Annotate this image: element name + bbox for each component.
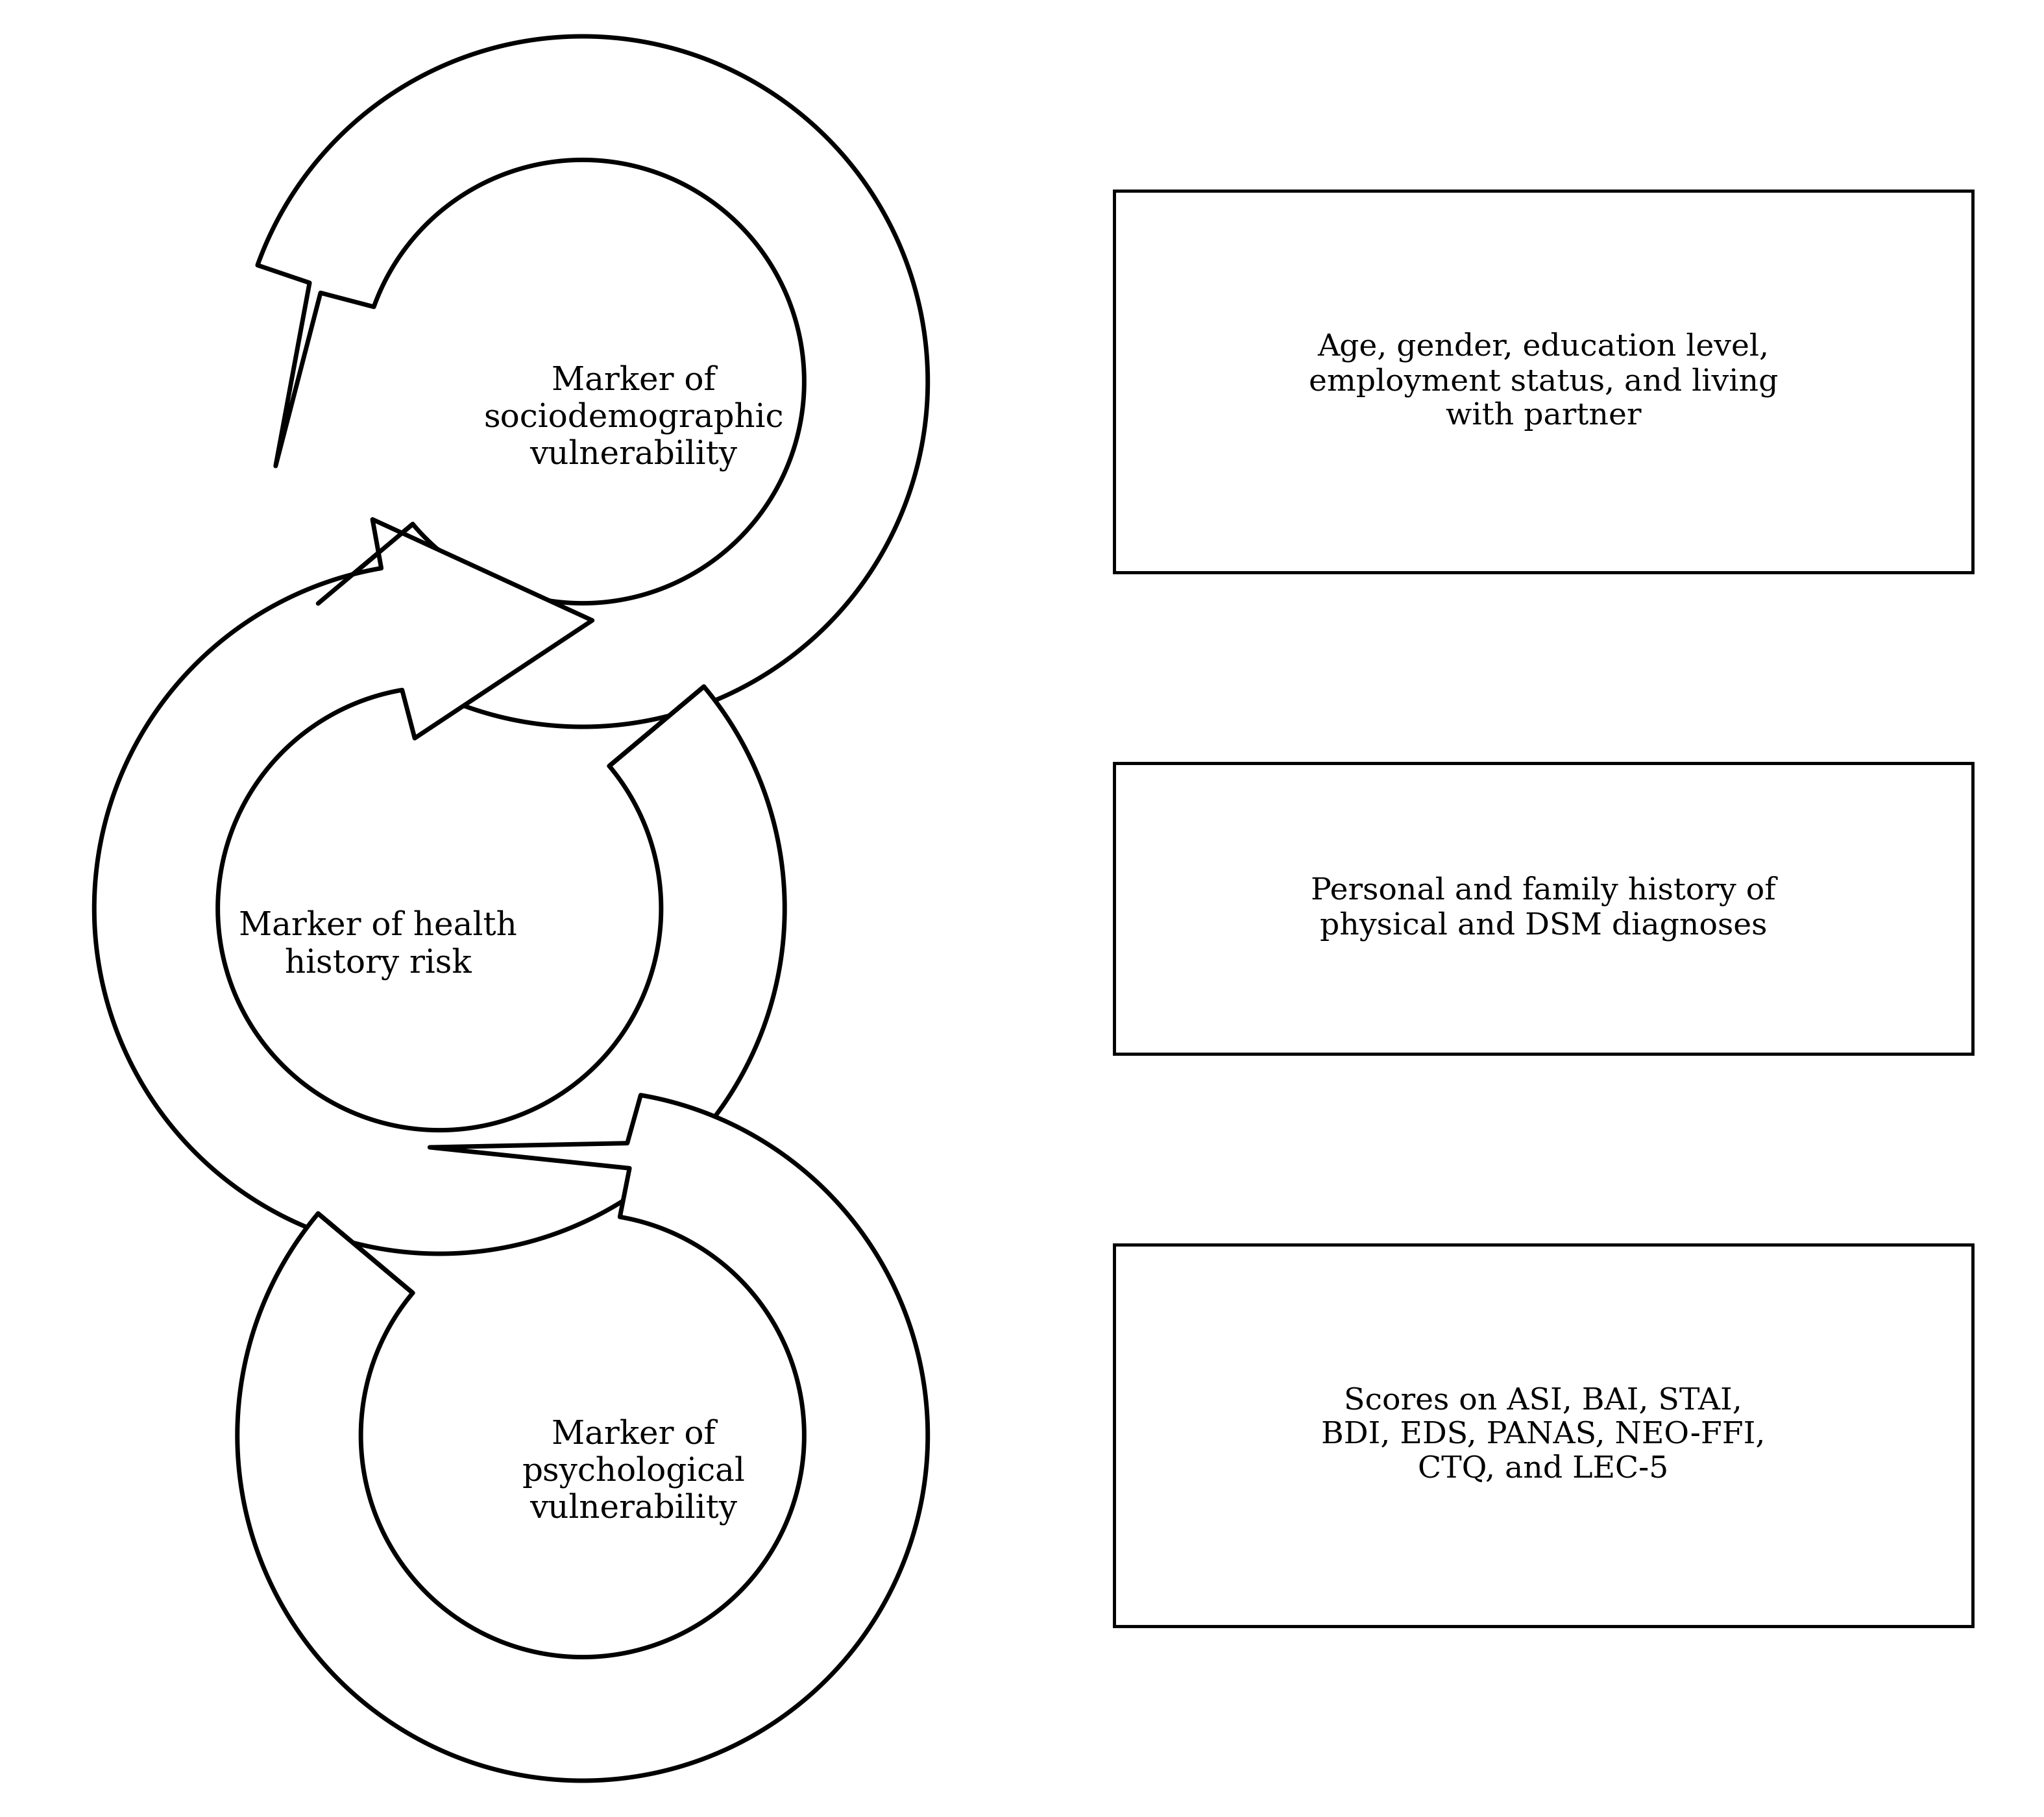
- Bar: [1114, 763, 1972, 1054]
- Text: Marker of
psychological
vulnerability: Marker of psychological vulnerability: [521, 1419, 746, 1524]
- Text: Age, gender, education level,
employment status, and living
with partner: Age, gender, education level, employment…: [1308, 333, 1778, 431]
- Text: Personal and family history of
physical and DSM diagnoses: Personal and family history of physical …: [1310, 876, 1776, 941]
- Text: Marker of health
history risk: Marker of health history risk: [239, 910, 517, 979]
- Bar: [1114, 191, 1972, 572]
- Polygon shape: [94, 520, 785, 1254]
- Polygon shape: [258, 36, 928, 727]
- Bar: [1114, 1245, 1972, 1626]
- Polygon shape: [237, 1096, 928, 1781]
- Text: Marker of
sociodemographic
vulnerability: Marker of sociodemographic vulnerability: [484, 365, 783, 471]
- Text: Scores on ASI, BAI, STAI,
BDI, EDS, PANAS, NEO-FFI,
CTQ, and LEC-5: Scores on ASI, BAI, STAI, BDI, EDS, PANA…: [1320, 1386, 1766, 1484]
